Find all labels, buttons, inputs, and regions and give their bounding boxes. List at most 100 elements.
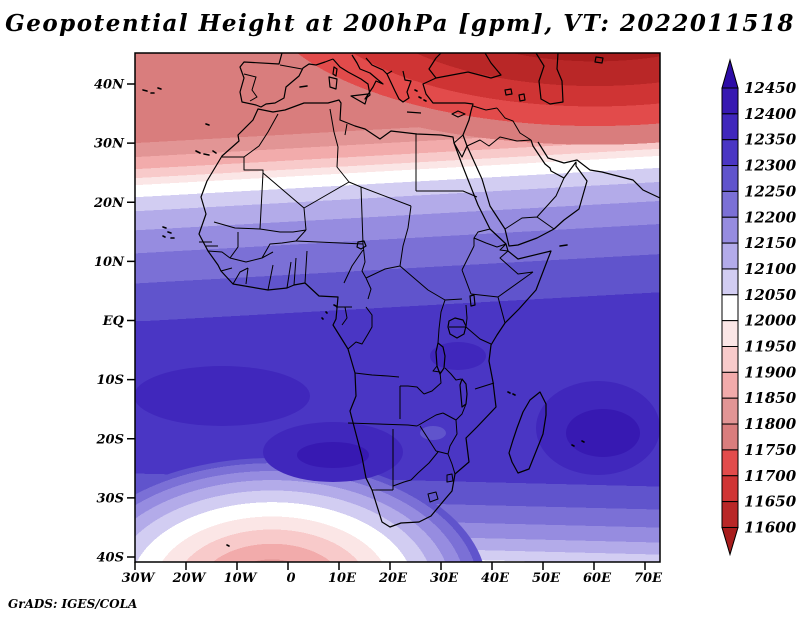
colorbar-level-label: 12450 bbox=[744, 79, 797, 97]
colorbar-level-label: 11650 bbox=[744, 493, 797, 511]
lon-tick-label: 60E bbox=[583, 571, 612, 586]
lat-tick-label: 30N bbox=[94, 137, 125, 152]
cyprus-outline bbox=[451, 110, 466, 118]
colorbar-level-label: 11700 bbox=[744, 467, 797, 485]
central-africa-borders bbox=[336, 265, 446, 350]
lon-tick-label: 70E bbox=[634, 571, 663, 586]
iberia-france-coastline bbox=[239, 53, 334, 108]
colorbar-arrow-bottom bbox=[721, 526, 739, 557]
aegean-islands bbox=[414, 89, 427, 102]
lat-tick-label: 20N bbox=[93, 196, 125, 211]
levant-turkey-blacksea-coastline bbox=[422, 53, 502, 158]
colorbar-box bbox=[721, 87, 739, 115]
high-core-namibia bbox=[297, 442, 369, 468]
colorbar-box bbox=[721, 423, 739, 451]
warm-low-southwest bbox=[135, 458, 483, 562]
longitude-axis: 30W 20W 10W 0 10E 20E 30E 40E 50E 60E 70E bbox=[122, 562, 663, 586]
colorbar-level-label: 11800 bbox=[744, 415, 797, 433]
plot-frame bbox=[134, 52, 661, 563]
middle-east-borders bbox=[243, 64, 565, 230]
lon-tick-label: 20W bbox=[172, 571, 207, 586]
mascarene-islands bbox=[571, 440, 585, 447]
azores-islands bbox=[142, 87, 162, 94]
lon-tick-label: 30E bbox=[430, 571, 459, 586]
colorbar-level-label: 12150 bbox=[744, 234, 797, 252]
lake-malawi bbox=[459, 378, 468, 408]
madeira-island bbox=[205, 123, 210, 126]
colorbar-box bbox=[721, 139, 739, 167]
lake-east-caspian bbox=[594, 56, 604, 64]
lon-tick-label: 30W bbox=[122, 571, 156, 586]
colorbar-arrow-top bbox=[721, 58, 739, 89]
high-band-south-atlantic bbox=[135, 366, 310, 426]
madagascar-coastline bbox=[508, 391, 547, 474]
colorbar-box bbox=[721, 449, 739, 477]
colorbar-level-label: 12100 bbox=[744, 260, 797, 278]
colorbar-box bbox=[721, 475, 739, 503]
lon-tick-label: 10E bbox=[328, 571, 357, 586]
comoros-islands bbox=[507, 391, 516, 396]
latitude-axis: 40N 30N 20N 10N EQ 10S 20S 30S 40S bbox=[93, 78, 135, 566]
lat-tick-label: 10S bbox=[97, 373, 124, 388]
italy-coastline bbox=[328, 54, 384, 105]
colorbar-level-label: 11950 bbox=[744, 338, 797, 356]
lon-tick-label: 10W bbox=[224, 571, 258, 586]
colorbar-box bbox=[721, 346, 739, 373]
colorbar-box bbox=[721, 397, 739, 425]
lake-van bbox=[504, 88, 513, 96]
colorbar-level-label: 12000 bbox=[744, 312, 797, 330]
lake-urmia bbox=[518, 93, 526, 102]
colorbar-box bbox=[721, 113, 739, 141]
colorbar-box bbox=[721, 371, 739, 399]
colorbar-level-label: 12350 bbox=[744, 131, 797, 149]
lat-tick-label: 30S bbox=[97, 491, 124, 506]
coastlines bbox=[198, 53, 660, 528]
lon-tick-label: 0 bbox=[286, 571, 295, 586]
iran-india-coastline bbox=[537, 141, 660, 199]
lat-tick-label: 40N bbox=[94, 78, 125, 93]
colorbar-level-label: 11850 bbox=[744, 389, 797, 407]
colorbar-box bbox=[721, 294, 739, 322]
colorbar-box bbox=[721, 165, 739, 192]
colorbar-level-label: 12050 bbox=[744, 286, 797, 304]
colorbar-level-label: 12200 bbox=[744, 208, 797, 226]
colorbar: 12450 12400 12350 12300 12250 12200 12150 12100… bbox=[721, 58, 797, 557]
north-africa-borders bbox=[213, 108, 478, 267]
lon-tick-label: 20E bbox=[378, 571, 408, 586]
lake-victoria bbox=[447, 317, 467, 339]
lat-tick-label: 10N bbox=[94, 255, 125, 270]
lon-tick-label: 40E bbox=[481, 571, 510, 586]
cape-verde-islands bbox=[162, 226, 175, 239]
africa-coastline bbox=[198, 99, 552, 528]
small-islands bbox=[142, 85, 585, 547]
lat-tick-label: 40S bbox=[97, 551, 124, 566]
colorbar-box bbox=[721, 320, 739, 347]
colorbar-box bbox=[721, 268, 739, 296]
socotra-island bbox=[559, 244, 568, 247]
south-atlantic-island bbox=[226, 544, 230, 547]
colorbar-level-label: 12250 bbox=[744, 182, 797, 200]
greece-coastline bbox=[386, 70, 422, 114]
southern-africa-borders bbox=[347, 365, 495, 503]
low-center-turkey-caspian bbox=[205, 53, 660, 160]
colorbar-level-label: 11750 bbox=[744, 441, 797, 459]
country-borders bbox=[199, 64, 565, 503]
contour-field bbox=[135, 53, 660, 562]
colorbar-box bbox=[721, 242, 739, 270]
lat-tick-label: 20S bbox=[96, 432, 124, 447]
colorbar-box bbox=[721, 216, 739, 244]
lake-tanganyika bbox=[435, 342, 446, 375]
colorbar-level-label: 11900 bbox=[744, 363, 797, 381]
lon-tick-label: 50E bbox=[532, 571, 561, 586]
balkan-adriatic-coastline bbox=[365, 57, 388, 75]
colorbar-box bbox=[721, 501, 739, 528]
colorbar-level-label: 12400 bbox=[744, 105, 797, 123]
high-patch-tanzania bbox=[430, 342, 486, 370]
lat-tick-label: EQ bbox=[102, 314, 125, 329]
gulf-of-guinea-islands bbox=[321, 304, 337, 320]
west-africa-borders bbox=[199, 240, 367, 291]
chart-title: Geopotential Height at 200hPa [gpm], VT:… bbox=[5, 10, 795, 37]
lake-turkana bbox=[469, 294, 476, 307]
